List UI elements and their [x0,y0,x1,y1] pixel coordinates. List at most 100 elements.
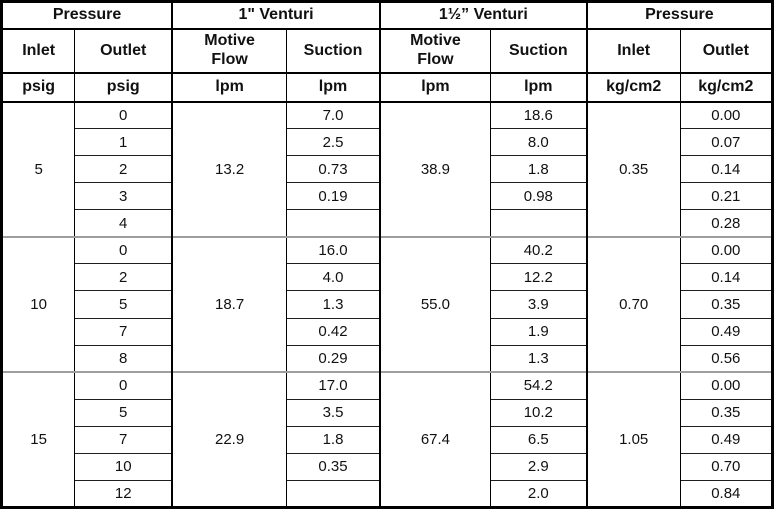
cell-suction-1in: 1.8 [286,425,380,454]
cell-suction-1half: 12.2 [489,263,587,291]
cell-outlet-kg: 0.28 [679,209,773,237]
cell-suction-1half: 0.98 [489,182,587,210]
pressure-group-10psig: 10 0 18.7 16.0 55.0 40.2 0.70 0.00 2 4.0… [0,236,773,373]
header-units-row: psig psig lpm lpm lpm lpm kg/cm2 kg/cm2 [0,72,773,103]
cell-suction-1half: 2.9 [489,452,587,481]
cell-suction-1half: 10.2 [489,398,587,427]
table-header: Pressure 1" Venturi 1½” Venturi Pressure… [0,1,773,103]
cell-outlet-psig: 5 [74,290,173,319]
cell-outlet-psig: 7 [74,425,173,454]
cell-motive-1half: 55.0 [378,236,491,373]
table-row: 2 0.73 1.8 0.14 [2,155,773,183]
header-column-row: Inlet Outlet Motive Flow Suction Motive … [0,28,773,74]
col-header-inlet-kg: Inlet [585,28,681,74]
pressure-group-15psig: 15 0 22.9 17.0 67.4 54.2 1.05 0.00 5 3.5… [0,371,773,508]
cell-inlet-kg: 0.70 [585,236,681,373]
cell-outlet-psig: 1 [74,128,173,156]
header-group-row: Pressure 1" Venturi 1½” Venturi Pressure [1,1,773,30]
cell-suction-1half: 3.9 [489,290,587,319]
unit-motive-1half: lpm [378,72,491,103]
unit-inlet-psig: psig [0,72,75,103]
cell-suction-1half: 2.0 [489,479,587,508]
cell-outlet-psig: 4 [74,209,173,237]
cell-suction-1half: 8.0 [489,128,587,156]
col-header-suction-1half: Suction [489,28,587,74]
table-row: 7 1.8 6.5 0.49 [2,425,773,454]
cell-outlet-kg: 0.00 [679,371,773,400]
cell-suction-1in: 4.0 [286,263,380,291]
cell-outlet-kg: 0.00 [679,236,773,264]
unit-motive-1in: lpm [171,72,287,103]
unit-suction-1in: lpm [286,72,380,103]
cell-motive-1half: 67.4 [378,371,491,508]
cell-outlet-psig: 0 [74,100,173,129]
cell-outlet-psig: 5 [74,398,173,427]
cell-outlet-kg: 0.35 [679,290,773,319]
col-header-motive-flow-1half: Motive Flow [378,28,491,74]
col-header-outlet-psig: Outlet [74,28,173,74]
table-row: 3 0.19 0.98 0.21 [2,182,773,210]
cell-suction-1in [286,209,380,237]
cell-suction-1in: 0.19 [286,182,380,210]
cell-suction-1in: 0.73 [286,155,380,183]
table-row: 10 0.35 2.9 0.70 [2,452,773,481]
cell-outlet-psig: 0 [74,371,173,400]
header-group-pressure-right: Pressure [585,1,773,30]
table-row: 7 0.42 1.9 0.49 [2,317,773,346]
col-header-motive-flow-1in-label: Motive Flow [204,32,255,68]
cell-suction-1in: 0.42 [286,317,380,346]
cell-motive-1half: 38.9 [378,100,491,237]
cell-outlet-psig: 3 [74,182,173,210]
cell-suction-1in [286,479,380,508]
table-row: 12 2.0 0.84 [2,479,773,508]
cell-outlet-kg: 0.00 [679,100,773,129]
cell-outlet-psig: 0 [74,236,173,264]
cell-inlet-kg: 1.05 [585,371,681,508]
table-row: 5 3.5 10.2 0.35 [2,398,773,427]
cell-suction-1half: 54.2 [489,371,587,400]
cell-suction-1half: 1.3 [489,344,587,373]
col-header-outlet-kg: Outlet [679,28,773,74]
cell-outlet-kg: 0.14 [679,155,773,183]
table-row: 15 0 22.9 17.0 67.4 54.2 1.05 0.00 [0,371,773,508]
cell-outlet-psig: 12 [74,479,173,508]
cell-outlet-kg: 0.14 [679,263,773,291]
cell-suction-1in: 2.5 [286,128,380,156]
cell-motive-1in: 22.9 [171,371,287,508]
col-header-motive-flow-1in: Motive Flow [171,28,287,74]
cell-suction-1in: 1.3 [286,290,380,319]
cell-outlet-psig: 8 [74,344,173,373]
cell-outlet-psig: 2 [74,155,173,183]
header-group-pressure-left: Pressure [1,1,173,30]
cell-suction-1half: 1.9 [489,317,587,346]
cell-outlet-kg: 0.49 [679,425,773,454]
table-row: 4 0.28 [2,209,773,237]
cell-outlet-psig: 7 [74,317,173,346]
unit-outlet-psig: psig [74,72,173,103]
header-group-1in-venturi: 1" Venturi [171,1,380,30]
unit-outlet-kg: kg/cm2 [679,72,773,103]
cell-suction-1half: 1.8 [489,155,587,183]
header-group-1half-venturi: 1½” Venturi [378,1,587,30]
cell-outlet-psig: 10 [74,452,173,481]
cell-inlet-psig: 5 [0,100,75,237]
cell-motive-1in: 18.7 [171,236,287,373]
cell-suction-1in: 16.0 [286,236,380,264]
cell-outlet-kg: 0.07 [679,128,773,156]
col-header-inlet-psig: Inlet [0,28,75,74]
cell-outlet-kg: 0.84 [679,479,773,508]
cell-inlet-kg: 0.35 [585,100,681,237]
cell-motive-1in: 13.2 [171,100,287,237]
cell-suction-1in: 7.0 [286,100,380,129]
cell-suction-1half: 18.6 [489,100,587,129]
table-row: 5 1.3 3.9 0.35 [2,290,773,319]
col-header-suction-1in: Suction [286,28,380,74]
cell-suction-1half [489,209,587,237]
col-header-motive-flow-1half-label: Motive Flow [410,32,461,68]
table-row: 5 0 13.2 7.0 38.9 18.6 0.35 0.00 [0,100,773,237]
cell-suction-1half: 6.5 [489,425,587,454]
unit-suction-1half: lpm [489,72,587,103]
cell-inlet-psig: 10 [0,236,75,373]
table-row: 10 0 18.7 16.0 55.0 40.2 0.70 0.00 [0,236,773,373]
